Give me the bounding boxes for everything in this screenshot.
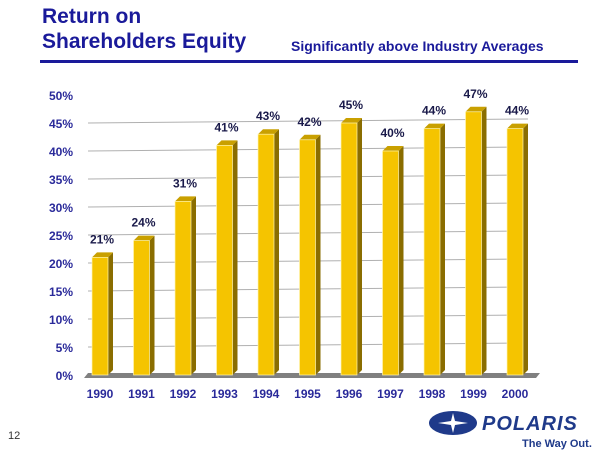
bar — [340, 122, 358, 376]
bar — [91, 257, 109, 376]
x-tick-label: 1995 — [294, 387, 321, 401]
gridline — [87, 118, 529, 124]
y-tick-label: 50% — [49, 89, 73, 103]
page-number: 12 — [8, 430, 21, 442]
x-tick-label: 1994 — [253, 387, 280, 401]
y-tick-label: 5% — [56, 341, 74, 355]
bar-top — [465, 106, 487, 112]
x-tick-label: 2000 — [502, 387, 529, 401]
bar-side — [274, 129, 279, 375]
data-label: 24% — [131, 216, 155, 230]
logo-brand: POLARIS — [482, 413, 578, 435]
bar-top — [382, 146, 404, 151]
y-tick-label: 30% — [49, 201, 73, 215]
data-label: 43% — [256, 109, 280, 123]
data-label: 44% — [422, 104, 446, 118]
x-tick-label: 1997 — [377, 387, 404, 401]
bar — [174, 201, 192, 376]
bar-side — [523, 123, 528, 375]
title-line-2: Shareholders Equity — [42, 30, 247, 53]
bar-side — [357, 118, 362, 375]
bar — [299, 139, 316, 376]
subtitle: Significantly above Industry Averages — [291, 38, 544, 54]
bar-top — [507, 123, 528, 129]
bar-side — [481, 106, 487, 376]
y-tick-label: 35% — [49, 173, 73, 187]
star-icon — [438, 413, 468, 433]
bar — [465, 111, 482, 376]
bar — [133, 240, 150, 376]
x-tick-label: 1990 — [87, 387, 114, 401]
bar — [423, 128, 441, 376]
y-tick-label: 40% — [49, 145, 73, 159]
bar-side — [315, 134, 321, 375]
bar-top — [175, 196, 196, 202]
data-label: 21% — [90, 232, 114, 246]
x-tick-label: 1998 — [419, 387, 446, 401]
polaris-logo: POLARIS The Way Out. — [429, 411, 592, 450]
bar-chart: 0% 5% 10% 15% 20% 25% 30% 35% 40% 45% 50% 21% 1990 24… — [49, 87, 540, 401]
bar-top — [258, 129, 279, 135]
x-tick-label: 1992 — [170, 387, 197, 401]
y-tick-label: 10% — [49, 313, 73, 327]
y-tick-label: 25% — [49, 229, 73, 243]
bar-top — [341, 118, 362, 123]
bar-top — [92, 252, 113, 258]
bar — [216, 145, 233, 376]
y-tick-label: 20% — [49, 257, 73, 271]
x-tick-label: 1993 — [211, 387, 238, 401]
data-label: 45% — [339, 98, 363, 112]
bar-top — [216, 140, 238, 146]
bar-side — [398, 146, 404, 375]
y-tick-label: 45% — [49, 117, 73, 131]
data-label: 47% — [463, 87, 487, 101]
bar — [506, 128, 524, 376]
bar-side — [440, 123, 445, 375]
bar-top — [133, 235, 155, 241]
y-tick-label: 15% — [49, 285, 73, 299]
x-tick-label: 1991 — [128, 387, 155, 401]
bar-side — [108, 252, 113, 375]
x-tick-label: 1999 — [460, 387, 487, 401]
bar-side — [149, 235, 155, 375]
bar — [382, 150, 399, 376]
title-line-1: Return on — [42, 5, 142, 28]
data-label: 42% — [297, 115, 321, 129]
data-label: 41% — [214, 120, 238, 134]
bar-top — [299, 134, 321, 140]
data-label: 40% — [380, 126, 404, 140]
bar-side — [191, 196, 196, 375]
x-tick-label: 1996 — [336, 387, 363, 401]
data-label: 31% — [173, 176, 197, 190]
data-label: 44% — [505, 104, 529, 118]
bar-top — [424, 123, 445, 129]
logo-tagline: The Way Out. — [522, 438, 592, 450]
page-title: Return on Shareholders Equity — [42, 4, 246, 54]
title-divider — [40, 60, 578, 63]
bar — [257, 133, 275, 376]
y-tick-label: 0% — [56, 369, 74, 383]
bar-side — [232, 140, 238, 375]
